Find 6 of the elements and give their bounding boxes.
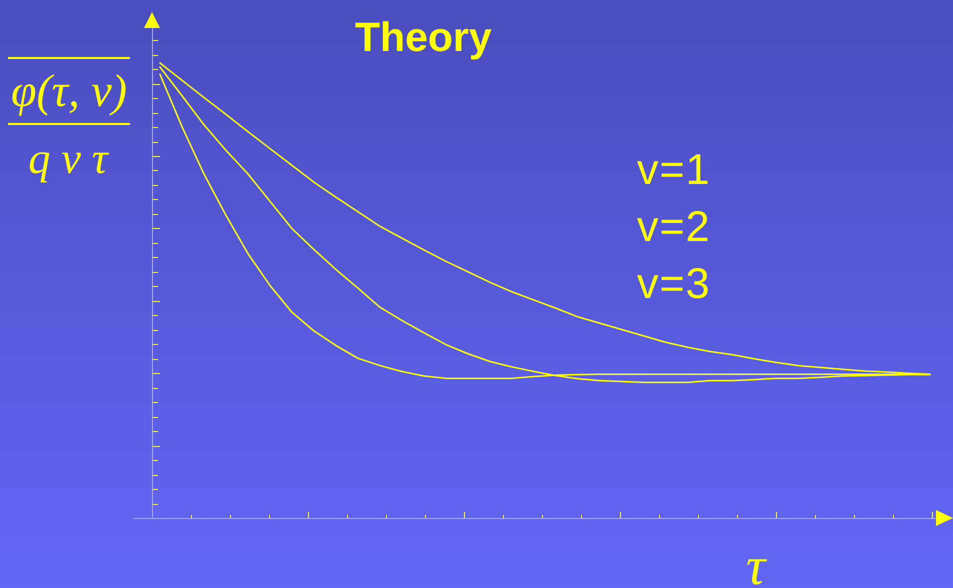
annotation: v=3 bbox=[637, 259, 711, 310]
chart-title: Theory bbox=[355, 14, 492, 60]
annotation: v=2 bbox=[637, 202, 711, 253]
annotation: v=1 bbox=[637, 145, 711, 196]
x-axis-title: τ bbox=[746, 536, 766, 588]
y-axis-title: φ(τ, v) q v τ bbox=[10, 64, 128, 185]
